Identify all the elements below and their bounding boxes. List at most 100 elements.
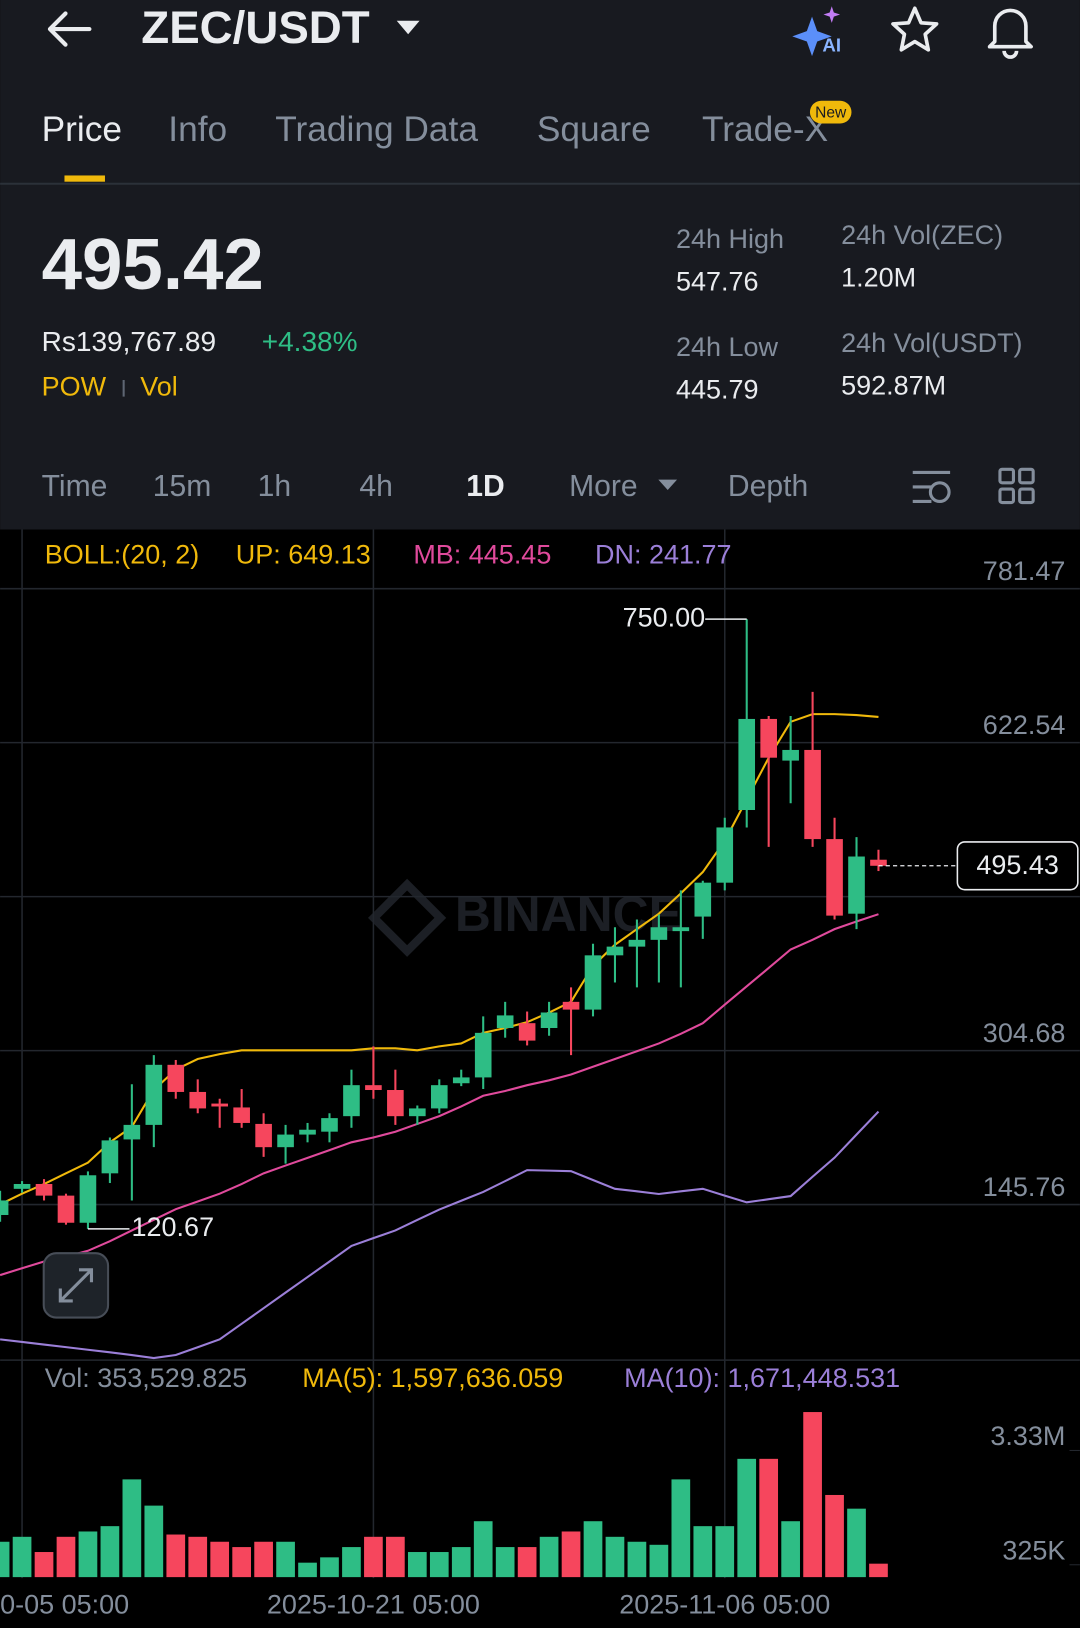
volume-bar xyxy=(759,1458,779,1578)
tab[interactable]: Trading Data xyxy=(275,110,478,149)
favorite-button[interactable] xyxy=(891,6,939,52)
interval[interactable]: 15m xyxy=(153,470,212,503)
candle-body xyxy=(760,718,777,758)
candle-body xyxy=(518,1023,536,1041)
volume-bar xyxy=(561,1531,581,1578)
indicator-settings[interactable] xyxy=(912,470,951,504)
interval[interactable]: More xyxy=(569,470,638,503)
last-price-label: 495.43 xyxy=(976,850,1059,880)
volume-bar xyxy=(539,1536,559,1578)
candle-body xyxy=(672,927,690,932)
x-tick-label: 2025-10-21 05:00 xyxy=(267,1589,480,1619)
tab[interactable]: Trade-X xyxy=(702,110,828,149)
candle-body xyxy=(233,1107,250,1123)
volume-tick-label: 325K xyxy=(1002,1535,1065,1565)
indicator-settings-ring xyxy=(928,481,951,504)
candle-body xyxy=(716,827,734,883)
candle-body xyxy=(870,859,887,866)
volume-bar xyxy=(451,1547,471,1578)
volume-bar xyxy=(144,1505,164,1578)
candle-body xyxy=(35,1183,53,1196)
candle-body xyxy=(584,955,602,1010)
volume-bar xyxy=(517,1547,537,1578)
low-marker: 120.67 xyxy=(132,1212,215,1242)
y-tick-label: 145.76 xyxy=(983,1172,1066,1202)
volume-bar xyxy=(342,1547,361,1578)
pair-dropdown[interactable] xyxy=(396,20,420,35)
stat-value: 445.79 xyxy=(676,375,759,405)
volume-bar xyxy=(100,1526,120,1578)
volume-bar xyxy=(737,1458,757,1578)
fiat-price: Rs139,767.89 xyxy=(42,326,216,357)
volume-bar xyxy=(583,1521,603,1578)
volume-bar xyxy=(847,1508,866,1578)
volume-bar xyxy=(210,1541,230,1578)
boll-legend-item: UP: 649.13 xyxy=(236,540,371,570)
header-bg xyxy=(0,0,1080,530)
volume-bar xyxy=(407,1552,427,1578)
stat-value: 1.20M xyxy=(841,262,916,292)
candle-body xyxy=(650,927,668,940)
boll-line xyxy=(0,913,879,1277)
volume-legend: MA(10): 1,671,448.531 xyxy=(624,1363,900,1393)
back-button[interactable] xyxy=(47,11,92,47)
stat-label: 24h Low xyxy=(676,332,779,362)
volume-legend: Vol: 353,529.825 xyxy=(45,1363,248,1393)
candle-body xyxy=(738,718,756,811)
more-dropdown[interactable] xyxy=(658,479,678,491)
stat-value: 547.76 xyxy=(676,267,759,297)
candle-body xyxy=(0,1200,9,1215)
volume-bar xyxy=(254,1541,273,1578)
pair-title[interactable]: ZEC/USDT xyxy=(141,2,369,53)
volume-bar xyxy=(715,1526,735,1578)
tag[interactable]: Vol xyxy=(140,371,178,401)
last-price: 495.42 xyxy=(42,224,264,305)
volume-bar xyxy=(473,1521,493,1578)
x-tick-label: 0-05 05:00 xyxy=(0,1589,129,1619)
candle-chart: BINANCE145.76304.68463.61622.54781.470-0… xyxy=(0,529,1080,1619)
candle-body xyxy=(628,939,646,947)
candle-body xyxy=(189,1091,207,1109)
boll-legend: BOLL:(20, 2) xyxy=(45,540,200,570)
tab[interactable]: Square xyxy=(537,110,651,149)
ai-icon[interactable] xyxy=(792,16,832,57)
boll-line xyxy=(0,1110,880,1360)
tag[interactable]: POW xyxy=(42,371,107,401)
watermark-logo xyxy=(368,878,447,957)
stat-label: 24h High xyxy=(676,224,784,254)
volume-bar xyxy=(495,1547,515,1578)
volume-bar xyxy=(671,1479,691,1578)
new-badge-bg xyxy=(809,100,852,124)
volume-bar xyxy=(12,1536,32,1578)
volume-bar xyxy=(825,1494,844,1578)
tab-indicator xyxy=(64,175,105,182)
volume-tick-label: 3.33M xyxy=(990,1421,1065,1451)
candle-body xyxy=(123,1124,141,1140)
interval[interactable]: 4h xyxy=(359,470,392,503)
alert-button[interactable] xyxy=(987,8,1033,59)
candle-body xyxy=(387,1090,404,1117)
tab[interactable]: Price xyxy=(42,110,122,149)
interval[interactable]: Depth xyxy=(728,470,808,503)
candle-body xyxy=(804,749,821,840)
volume-bar xyxy=(188,1536,208,1578)
volume-bar xyxy=(649,1544,669,1578)
interval-active[interactable]: 1D xyxy=(466,470,504,503)
candle-body xyxy=(474,1032,492,1078)
candle-body xyxy=(255,1123,272,1148)
volume-bar xyxy=(78,1531,98,1578)
volume-bar xyxy=(56,1536,76,1578)
tab[interactable]: Info xyxy=(168,110,227,149)
interval[interactable]: 1h xyxy=(258,470,291,503)
y-tick-label: 622.54 xyxy=(983,710,1066,740)
layout-button[interactable] xyxy=(998,467,1035,505)
volume-bar xyxy=(364,1536,383,1578)
candle-body xyxy=(57,1195,75,1223)
candle-body xyxy=(782,749,799,761)
volume-bar xyxy=(34,1552,54,1578)
candle-body xyxy=(496,1015,514,1029)
interval[interactable]: Time xyxy=(42,470,108,503)
candle-body xyxy=(452,1077,470,1084)
candle-body xyxy=(365,1085,382,1091)
